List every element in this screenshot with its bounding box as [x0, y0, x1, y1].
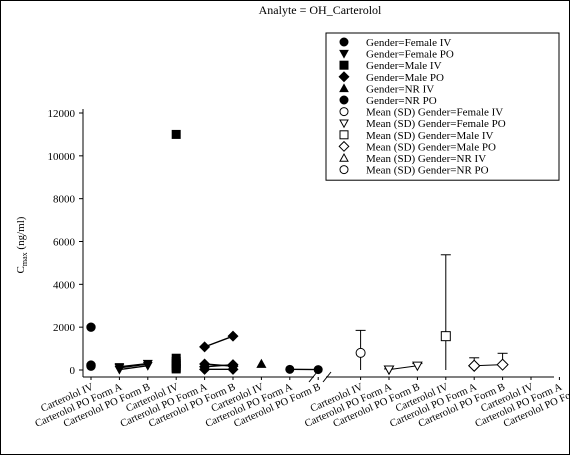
data-marks	[86, 129, 509, 376]
axis-break-mark	[322, 371, 332, 383]
mean-point	[496, 358, 509, 371]
legend-marker	[339, 37, 349, 47]
legend-label: Gender=Male PO	[366, 72, 444, 84]
data-point	[86, 361, 96, 371]
legend-marker	[338, 71, 350, 83]
y-tick-label: 6000	[53, 237, 76, 249]
legend-label: Gender=NR PO	[366, 95, 437, 107]
y-axis-label-subscript: max	[20, 252, 29, 266]
data-point	[227, 330, 239, 342]
y-tick-label: 0	[70, 365, 76, 377]
mean-line	[388, 365, 418, 371]
data-point	[86, 322, 96, 332]
legend-marker	[339, 152, 349, 162]
mean-point	[355, 347, 366, 358]
data-point	[313, 365, 323, 375]
data-point	[171, 129, 181, 139]
data-point	[285, 364, 295, 374]
data-point	[199, 341, 211, 353]
legend-label: Mean (SD) Gender=Male PO	[366, 141, 496, 153]
legend-marker	[339, 165, 349, 175]
legend-label: Gender=Female PO	[366, 49, 454, 61]
data-point	[114, 363, 125, 372]
legend-marker	[339, 130, 349, 140]
data-point	[171, 364, 181, 374]
legend-label: Mean (SD) Gender=NR PO	[366, 165, 489, 177]
y-tick-label: 10000	[48, 151, 76, 163]
axis-break-mark	[308, 371, 318, 383]
mean-point	[383, 365, 395, 376]
legend-label: Mean (SD) Gender=Female PO	[366, 118, 506, 130]
legend-marker	[338, 140, 350, 152]
mean-point	[440, 331, 451, 342]
legend-marker	[339, 119, 349, 129]
y-axis-label: Cmax (ng/ml)	[15, 216, 29, 273]
legend-box	[325, 32, 560, 181]
legend-marker	[339, 95, 349, 105]
data-point	[227, 363, 239, 375]
chart-title: Analyte = OH_Carterolol	[259, 3, 382, 17]
chart-title-group: Analyte = OH_Carterolol	[259, 3, 382, 17]
legend-label: Gender=Male IV	[366, 60, 442, 72]
mean-point	[468, 359, 481, 372]
legend-label: Gender=NR IV	[366, 83, 434, 95]
legend-label: Mean (SD) Gender=Female IV	[366, 107, 503, 119]
y-axis-label-main: C	[15, 266, 27, 273]
legend-marker	[339, 107, 349, 117]
y-tick-label: 4000	[53, 279, 76, 291]
data-point	[199, 363, 211, 375]
y-axis-label-group: Cmax (ng/ml)	[15, 216, 29, 273]
legend-label: Gender=Female IV	[366, 37, 451, 49]
data-line	[119, 365, 148, 371]
data-line	[204, 335, 234, 348]
y-tick-label: 8000	[53, 194, 76, 206]
data-point	[256, 358, 267, 368]
data-point	[142, 359, 153, 369]
legend-marker	[339, 60, 349, 70]
y-tick-label: 2000	[53, 322, 76, 334]
mean-point	[412, 361, 423, 372]
legend-marker	[339, 49, 349, 59]
y-axis-label-units: (ng/ml)	[15, 216, 27, 252]
data-line	[119, 362, 148, 368]
axes: 0 2000 4000 6000 8000 10000 12000	[48, 108, 560, 383]
legend-label: Mean (SD) Gender=NR IV	[366, 153, 486, 165]
y-tick-label: 12000	[48, 108, 76, 120]
legend-marker	[339, 83, 349, 93]
legend-label: Mean (SD) Gender=Male IV	[366, 130, 494, 142]
